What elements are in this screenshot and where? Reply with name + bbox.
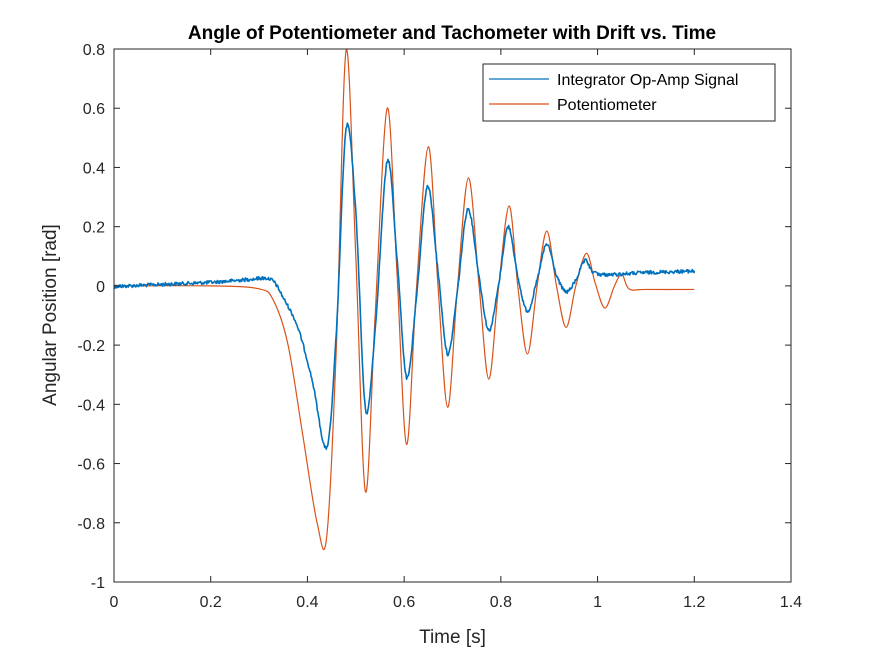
- x-axis-label: Time [s]: [419, 627, 486, 648]
- y-tick-label: 0.2: [83, 220, 105, 237]
- x-tick-label: 0.4: [296, 594, 318, 611]
- y-tick-label: -0.4: [77, 397, 105, 414]
- y-tick-label: -0.8: [77, 516, 105, 533]
- y-tick-label: 0.4: [83, 160, 105, 177]
- x-tick-label: 0.2: [200, 594, 222, 611]
- x-tick-label: 1.4: [780, 594, 802, 611]
- x-tick-label: 0.8: [490, 594, 512, 611]
- y-tick-label: -0.6: [77, 457, 105, 474]
- x-tick-label: 0: [110, 594, 119, 611]
- series-layer: [114, 49, 696, 551]
- y-axis-label: Angular Position [rad]: [40, 224, 61, 406]
- x-tick-label: 1.2: [683, 594, 705, 611]
- series-line-potentiometer: [114, 49, 695, 551]
- legend-box: [482, 63, 776, 122]
- x-axis: 0 0.2 0.4 0.6 0.8 1 1.2 1.4: [110, 49, 802, 611]
- legend: Integrator Op-Amp Signal Potentiometer: [482, 63, 776, 122]
- y-tick-label: -1: [91, 575, 105, 592]
- y-tick-label: -0.2: [77, 338, 105, 355]
- plot-area: [113, 48, 792, 583]
- legend-label-integrator: Integrator Op-Amp Signal: [557, 72, 738, 89]
- axes-background: [114, 49, 791, 582]
- x-tick-label: 1: [593, 594, 602, 611]
- chart-title: Angle of Potentiometer and Tachometer wi…: [188, 23, 716, 44]
- y-tick-label: 0: [96, 279, 105, 296]
- y-axis: -1 -0.8 -0.6 -0.4 -0.2 0 0.2 0.4 0.6 0.8: [77, 42, 791, 592]
- x-tick-label: 0.6: [393, 594, 415, 611]
- y-tick-label: 0.6: [83, 101, 105, 118]
- series-line-integrator: [114, 122, 696, 451]
- y-tick-label: 0.8: [83, 42, 105, 59]
- legend-label-potentiometer: Potentiometer: [557, 97, 657, 114]
- axes-box: [113, 48, 792, 583]
